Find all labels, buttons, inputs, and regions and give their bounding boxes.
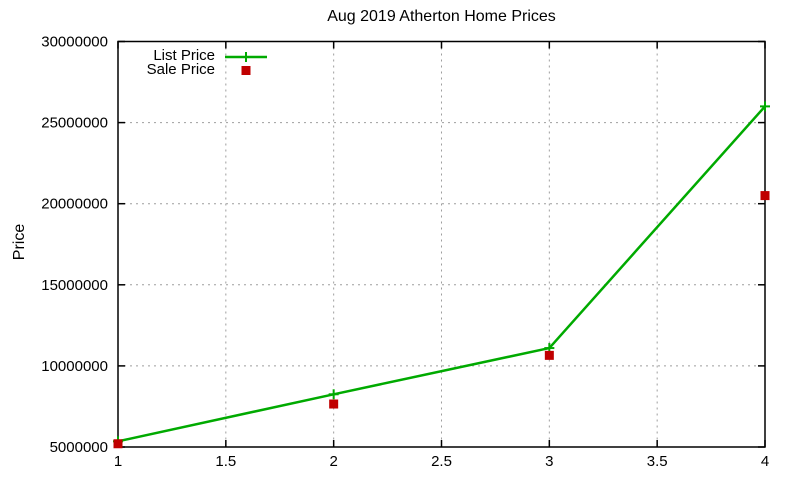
x-tick-label: 3.5 bbox=[647, 453, 668, 470]
x-tick-label: 1 bbox=[114, 453, 122, 470]
chart-title: Aug 2019 Atherton Home Prices bbox=[327, 8, 556, 25]
x-tick-label: 4 bbox=[761, 453, 769, 470]
x-tick-label: 2.5 bbox=[431, 453, 452, 470]
sale-price-marker bbox=[544, 350, 554, 360]
legend-label-sale-price: Sale Price bbox=[146, 61, 215, 78]
y-tick-label: 30000000 bbox=[41, 34, 108, 51]
y-tick-label: 25000000 bbox=[41, 115, 108, 132]
sale-price-marker bbox=[329, 399, 339, 409]
list-price-line bbox=[117, 105, 766, 443]
x-tick-label: 3 bbox=[545, 453, 553, 470]
y-tick-label: 20000000 bbox=[41, 196, 108, 213]
sale-price-marker bbox=[760, 191, 770, 201]
sale-price-marker bbox=[113, 439, 123, 449]
x-tick-label: 2 bbox=[329, 453, 337, 470]
y-tick-label: 15000000 bbox=[41, 277, 108, 294]
y-tick-label: 5000000 bbox=[50, 439, 108, 456]
legend-label-list-price: List Price bbox=[153, 47, 215, 64]
y-axis-label: Price bbox=[11, 223, 28, 261]
legend-square-sample bbox=[241, 66, 251, 75]
y-tick-label: 10000000 bbox=[41, 358, 108, 375]
x-tick-label: 1.5 bbox=[215, 453, 236, 470]
